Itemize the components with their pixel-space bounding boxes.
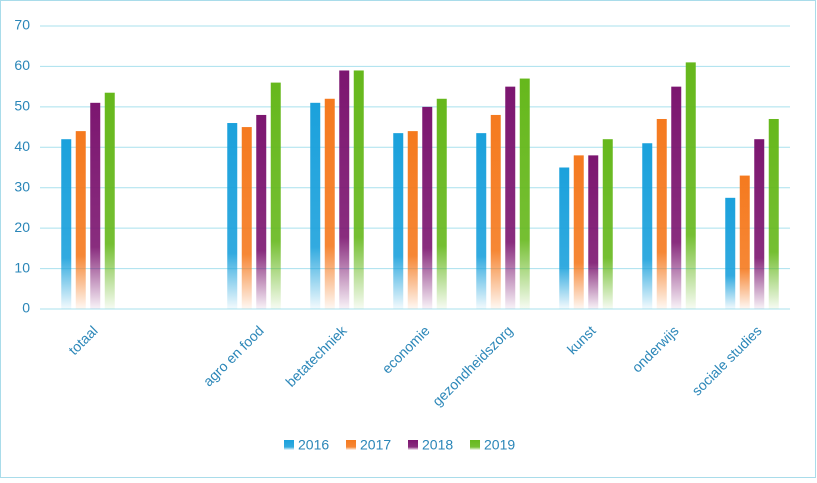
bar — [505, 86, 516, 310]
bar — [324, 98, 335, 310]
bar — [422, 106, 433, 309]
y-tick-label: 70 — [14, 17, 30, 33]
bar — [339, 70, 350, 309]
legend-label: 2018 — [422, 437, 453, 453]
bar — [685, 62, 696, 310]
y-tick-label: 40 — [14, 138, 30, 154]
y-tick-label: 0 — [22, 300, 30, 316]
bar — [436, 98, 447, 310]
legend-label: 2017 — [360, 437, 391, 453]
legend-swatch — [470, 440, 480, 450]
bar — [559, 167, 570, 309]
bar — [573, 155, 584, 309]
x-tick-label: sociale studies — [688, 322, 764, 398]
legend-swatch — [346, 440, 356, 450]
bar — [393, 133, 404, 309]
bar — [490, 114, 501, 309]
legend-label: 2019 — [484, 437, 515, 453]
x-tick-label: betatechniek — [282, 322, 350, 390]
y-tick-label: 10 — [14, 259, 30, 275]
legend-swatch — [408, 440, 418, 450]
x-tick-label: onderwijs — [629, 322, 682, 375]
bar — [227, 123, 238, 310]
bar — [642, 143, 653, 309]
y-tick-label: 30 — [14, 178, 30, 194]
x-tick-label: gezondheidszorg — [429, 322, 516, 409]
y-tick-label: 50 — [14, 98, 30, 114]
bar — [75, 131, 86, 309]
bar — [353, 70, 364, 309]
bar — [256, 114, 267, 309]
legend-swatch — [284, 440, 294, 450]
bar — [602, 139, 613, 309]
bar — [241, 127, 252, 309]
y-tick-label: 60 — [14, 57, 30, 73]
bar — [725, 197, 736, 309]
x-tick-label: totaal — [65, 322, 101, 358]
x-tick-label: agro en food — [200, 322, 267, 389]
bar — [754, 139, 765, 309]
bar — [104, 92, 115, 309]
bar — [310, 102, 321, 309]
bar — [656, 118, 667, 309]
bar — [588, 155, 599, 309]
bar — [476, 133, 487, 309]
bar — [768, 118, 779, 309]
bar — [270, 82, 281, 309]
bar — [671, 86, 682, 310]
bar — [90, 102, 101, 309]
x-tick-label: kunst — [564, 322, 599, 357]
legend-label: 2016 — [298, 437, 329, 453]
bar — [519, 78, 530, 309]
bar — [739, 175, 750, 309]
bar — [61, 139, 72, 309]
x-tick-label: economie — [379, 322, 433, 376]
y-tick-label: 20 — [14, 219, 30, 235]
bar — [407, 131, 418, 309]
